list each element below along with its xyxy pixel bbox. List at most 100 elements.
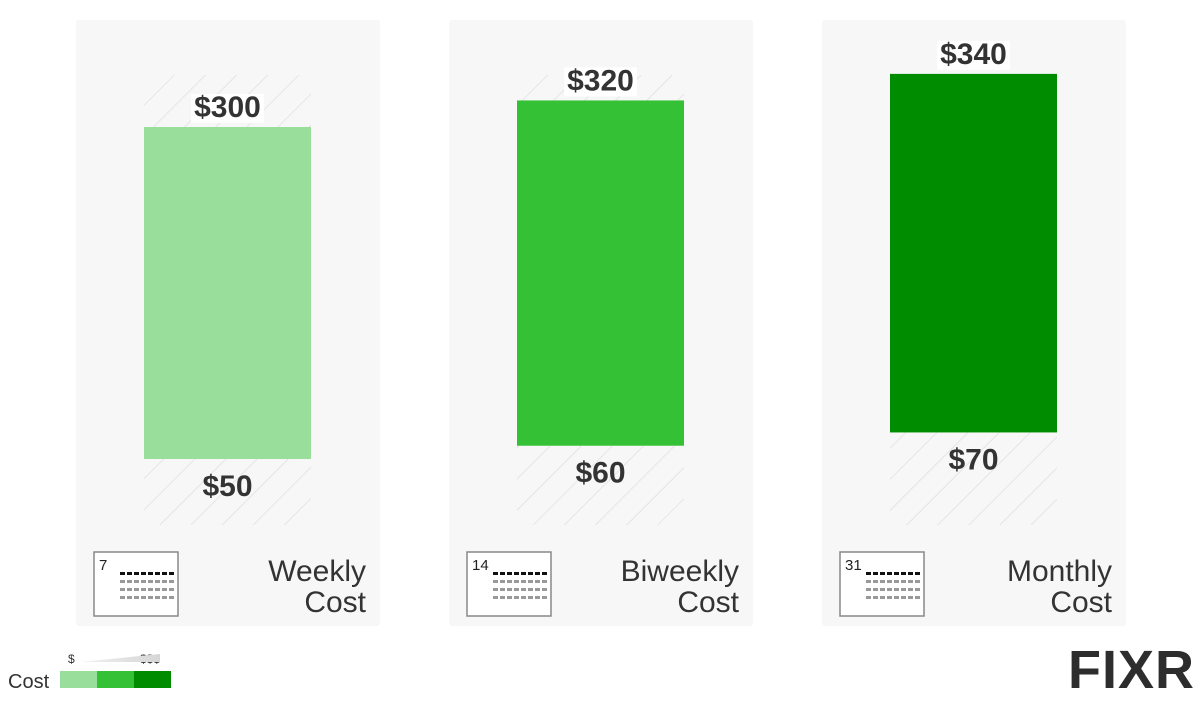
- legend-title: Cost: [8, 671, 50, 693]
- calendar-dash: [873, 580, 878, 583]
- calendar-dash: [155, 588, 160, 591]
- calendar-dash: [120, 580, 125, 583]
- calendar-icon: [466, 551, 552, 617]
- calendar-dash: [880, 572, 885, 575]
- calendar-dash: [521, 580, 526, 583]
- value-label: $50: [202, 470, 252, 503]
- calendar-dash: [894, 572, 899, 575]
- calendar-dash: [514, 588, 519, 591]
- calendar-dash: [141, 588, 146, 591]
- calendar-dash: [887, 596, 892, 599]
- calendar-dash: [500, 588, 505, 591]
- calendar-dash: [148, 572, 153, 575]
- calendar-dash: [901, 580, 906, 583]
- calendar-dash: [542, 596, 547, 599]
- calendar-dash: [162, 572, 167, 575]
- calendar-dash: [148, 596, 153, 599]
- calendar-dash: [148, 588, 153, 591]
- calendar-dash: [514, 580, 519, 583]
- calendar-dash: [528, 596, 533, 599]
- bar: [144, 127, 311, 459]
- calendar-dash: [127, 580, 132, 583]
- calendar-dash: [535, 596, 540, 599]
- calendar-dash: [915, 572, 920, 575]
- calendar-dash: [866, 572, 871, 575]
- calendar-dash: [514, 572, 519, 575]
- calendar-dash: [155, 580, 160, 583]
- legend-wedge: [80, 654, 160, 662]
- calendar-dash: [148, 580, 153, 583]
- calendar-dash: [880, 596, 885, 599]
- calendar-dash: [542, 580, 547, 583]
- calendar-dash: [915, 596, 920, 599]
- calendar-dash: [528, 580, 533, 583]
- calendar-dash: [120, 572, 125, 575]
- calendar-day: 31: [845, 557, 862, 574]
- calendar-dash: [493, 596, 498, 599]
- calendar-dash: [155, 596, 160, 599]
- calendar-dash: [908, 580, 913, 583]
- value-label: $320: [567, 64, 634, 97]
- calendar-dash: [141, 596, 146, 599]
- calendar-dash: [162, 596, 167, 599]
- calendar-dash: [908, 572, 913, 575]
- calendar-dash: [873, 596, 878, 599]
- value-label: $300: [194, 91, 261, 124]
- calendar-dash: [866, 596, 871, 599]
- calendar-dash: [542, 588, 547, 591]
- calendar-dash: [169, 596, 174, 599]
- category-label: Monthly Cost: [1006, 555, 1112, 619]
- calendar-dash: [542, 572, 547, 575]
- label-bg: [191, 94, 264, 123]
- calendar-dash: [500, 572, 505, 575]
- calendar-dash: [866, 588, 871, 591]
- calendar-dash: [500, 596, 505, 599]
- calendar-dash: [901, 596, 906, 599]
- value-label: $60: [575, 457, 625, 490]
- legend-swatch: [60, 671, 97, 688]
- calendar-dash: [162, 588, 167, 591]
- calendar-dash: [127, 588, 132, 591]
- calendar-dash: [493, 588, 498, 591]
- calendar-dash: [514, 596, 519, 599]
- calendar-dash: [894, 580, 899, 583]
- category-label: Weekly Cost: [268, 555, 366, 619]
- calendar-dash: [887, 588, 892, 591]
- logo: FIXR: [1068, 640, 1195, 700]
- calendar-dash: [521, 572, 526, 575]
- calendar-dash: [169, 588, 174, 591]
- calendar-dash: [915, 580, 920, 583]
- calendar-dash: [908, 588, 913, 591]
- calendar-dash: [134, 596, 139, 599]
- calendar-dash: [887, 572, 892, 575]
- calendar-dash: [493, 580, 498, 583]
- calendar-dash: [894, 596, 899, 599]
- calendar-dash: [535, 580, 540, 583]
- calendar-dash: [880, 588, 885, 591]
- calendar-dash: [528, 588, 533, 591]
- calendar-dash: [880, 580, 885, 583]
- value-label: $70: [948, 443, 998, 476]
- calendar-dash: [507, 596, 512, 599]
- calendar-dash: [141, 580, 146, 583]
- calendar-dash: [120, 596, 125, 599]
- calendar-dash: [901, 588, 906, 591]
- calendar-dash: [894, 588, 899, 591]
- calendar-dash: [507, 580, 512, 583]
- calendar-dash: [901, 572, 906, 575]
- calendar-dash: [127, 596, 132, 599]
- calendar-dash: [908, 596, 913, 599]
- bar: [890, 73, 1057, 433]
- calendar-dash: [169, 580, 174, 583]
- calendar-dash: [535, 572, 540, 575]
- calendar-dash: [127, 572, 132, 575]
- calendar-dash: [915, 588, 920, 591]
- calendar-dash: [873, 588, 878, 591]
- calendar-dash: [507, 588, 512, 591]
- legend-swatch: [97, 671, 134, 688]
- calendar-dash: [141, 572, 146, 575]
- calendar-dash: [162, 580, 167, 583]
- calendar-dash: [507, 572, 512, 575]
